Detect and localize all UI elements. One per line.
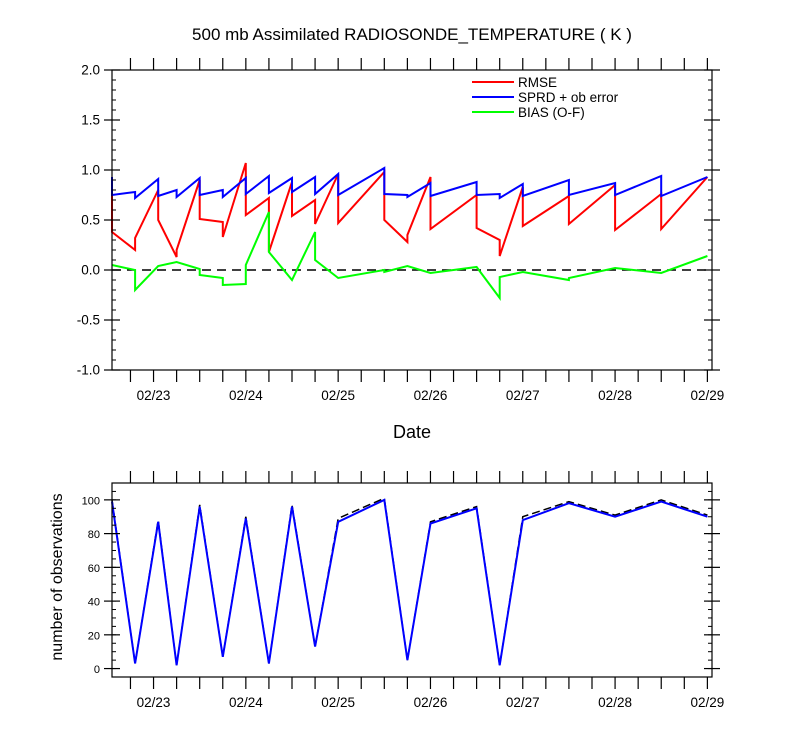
- legend-label-1: RMSE: [518, 75, 557, 90]
- x-tick-label-1: 02/23: [137, 695, 171, 710]
- x-tick-label-4: 02/26: [414, 695, 448, 710]
- x-tick-label-6: 02/28: [598, 388, 632, 403]
- x-tick-label-6: 02/28: [598, 695, 632, 710]
- y-tick-label-4: 60: [88, 563, 100, 575]
- series-line-2: [111, 166, 708, 201]
- y-tick-label-3: 0.0: [81, 263, 100, 278]
- y-tick-label-3: 40: [88, 597, 100, 609]
- y-tick-label-7: 2.0: [81, 63, 100, 78]
- x-tick-label-3: 02/25: [321, 388, 355, 403]
- x-tick-label-7: 02/29: [690, 695, 724, 710]
- y-tick-label-6: 100: [82, 495, 100, 507]
- y-tick-label-6: 1.5: [81, 113, 100, 128]
- x-tick-label-4: 02/26: [414, 388, 448, 403]
- y-tick-label-2: -0.5: [77, 313, 100, 328]
- y-tick-label-4: 0.5: [81, 213, 100, 228]
- x-tick-label-2: 02/24: [229, 695, 263, 710]
- legend-label-3: BIAS (O-F): [518, 105, 585, 120]
- chart-title: 500 mb Assimilated RADIOSONDE_TEMPERATUR…: [192, 25, 632, 44]
- x-tick-label-5: 02/27: [506, 388, 540, 403]
- y-tick-label-1: 0: [94, 664, 100, 676]
- y-axis-label-observations: number of observations: [49, 493, 66, 660]
- x-axis-label: Date: [393, 422, 431, 442]
- y-tick-label-2: 20: [88, 630, 100, 642]
- x-tick-label-1: 02/23: [137, 388, 171, 403]
- y-tick-label-5: 80: [88, 529, 100, 541]
- x-tick-label-5: 02/27: [506, 695, 540, 710]
- y-tick-label-5: 1.0: [81, 163, 100, 178]
- series-line-3: [111, 211, 708, 302]
- x-tick-label-2: 02/24: [229, 388, 263, 403]
- plot-frame: [111, 482, 713, 678]
- series-line-2: [111, 498, 708, 666]
- bottom-panel: 02/23 02/24 02/25 02/26 02/27 02/28 02/29 0 20 40…: [82, 471, 724, 710]
- legend-label-2: SPRD + ob error: [518, 90, 619, 105]
- x-tick-label-7: 02/29: [690, 388, 724, 403]
- top-panel: 02/23 02/24 02/25 02/26 02/27 02/28 02/29 -1.0 -…: [77, 58, 724, 403]
- x-tick-label-3: 02/25: [321, 695, 355, 710]
- y-tick-label-1: -1.0: [77, 363, 100, 378]
- series-line-1: [111, 162, 709, 258]
